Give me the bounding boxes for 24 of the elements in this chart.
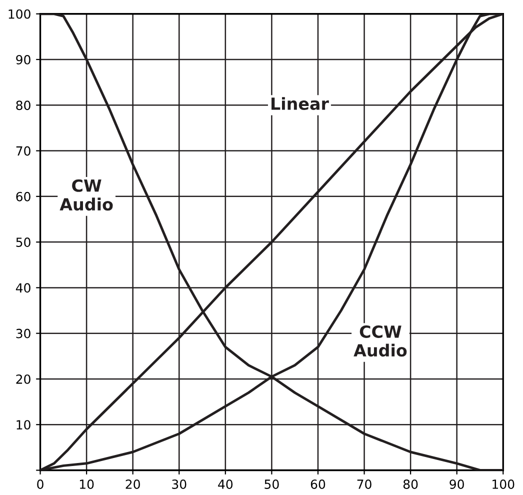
x-tick-label: 90 (450, 480, 464, 489)
y-tick-label: 10 (16, 420, 30, 430)
x-tick-label: 20 (126, 480, 140, 489)
y-tick-label: 60 (16, 192, 30, 202)
x-tick-label: 10 (80, 480, 94, 489)
x-tick-label: 40 (218, 480, 233, 489)
x-tick-label: 100 (492, 480, 514, 489)
series-label: CW Audio (60, 179, 113, 211)
y-tick-label: 80 (16, 100, 30, 110)
x-tick-label: 0 (37, 480, 44, 489)
y-tick-label: 30 (16, 328, 30, 338)
x-tick-label: 50 (264, 480, 279, 489)
y-tick-label: 100 (8, 9, 30, 19)
series-label: CCW Audio (354, 325, 407, 357)
text: Linear (272, 97, 329, 110)
y-tick-label: 90 (16, 54, 30, 64)
y-tick-label: 20 (16, 374, 30, 384)
x-tick-label: 80 (403, 480, 418, 489)
x-tick-label: 70 (357, 480, 372, 489)
y-tick-label: 40 (16, 283, 30, 293)
y-tick-label: 70 (16, 146, 30, 156)
x-tick-label: 30 (172, 480, 186, 489)
x-tick-label: 60 (310, 480, 326, 489)
y-tick-label: 50 (16, 238, 30, 247)
